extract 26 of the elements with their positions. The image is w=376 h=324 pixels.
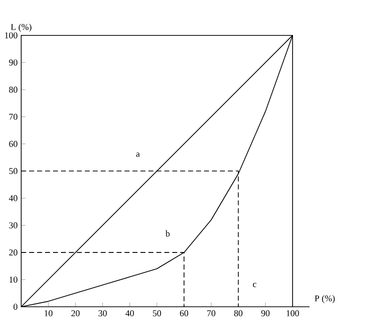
x-tick-label: 50 [152,310,162,316]
y-tick-label: 100 [5,32,18,39]
y-axis-title: L (%) [10,24,32,32]
x-tick-label: 10 [44,310,52,316]
y-tick-label: 60 [9,141,18,148]
x-tick-label: 100 [286,310,299,316]
annotation: c [252,283,256,288]
y-tick-label: 40 [8,195,18,202]
x-tick-label: 30 [98,310,107,316]
annotation: b [166,230,170,237]
y-tick-label: 50 [9,168,18,174]
y-tick-label: 0 [14,304,18,310]
y-tick-label: 10 [10,276,18,283]
x-tick-label: 60 [180,310,188,316]
x-axis-title: P (%) [314,295,335,304]
x-tick-label: 70 [207,310,216,316]
annotation: a [136,152,140,158]
x-tick-label: 80 [234,310,242,316]
y-tick-label: 80 [9,86,18,93]
y-tick-label: 20 [9,250,18,256]
y-tick-label: 30 [9,222,18,228]
y-tick-label: 70 [9,114,18,120]
x-tick-label: 90 [261,310,270,316]
x-tick-label: 20 [71,310,80,316]
y-tick-label: 90 [9,60,18,66]
x-tick-label: 40 [125,310,134,316]
